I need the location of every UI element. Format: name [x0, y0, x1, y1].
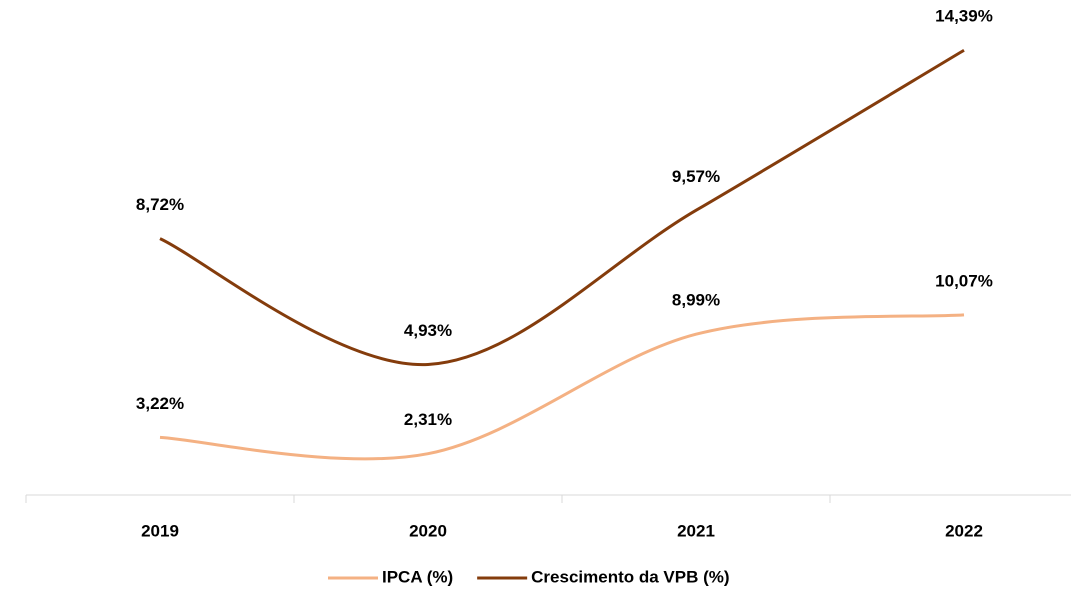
data-label: 4,93% [404, 321, 452, 340]
data-label: 14,39% [935, 7, 993, 26]
data-label: 8,72% [136, 195, 184, 214]
data-label: 3,22% [136, 394, 184, 413]
x-tick-label: 2019 [141, 521, 179, 540]
series-line [159, 313, 965, 461]
data-label: 9,57% [672, 167, 720, 186]
data-label: 10,07% [935, 271, 993, 290]
x-tick-label: 2020 [409, 521, 447, 540]
legend-label: IPCA (%) [382, 567, 453, 586]
x-tick-label: 2022 [945, 521, 983, 540]
data-label: 2,31% [404, 410, 452, 429]
x-tick-label: 2021 [677, 521, 715, 540]
data-label: 8,99% [672, 291, 720, 310]
series-line [159, 48, 965, 366]
legend-label: Crescimento da VPB (%) [531, 567, 729, 586]
